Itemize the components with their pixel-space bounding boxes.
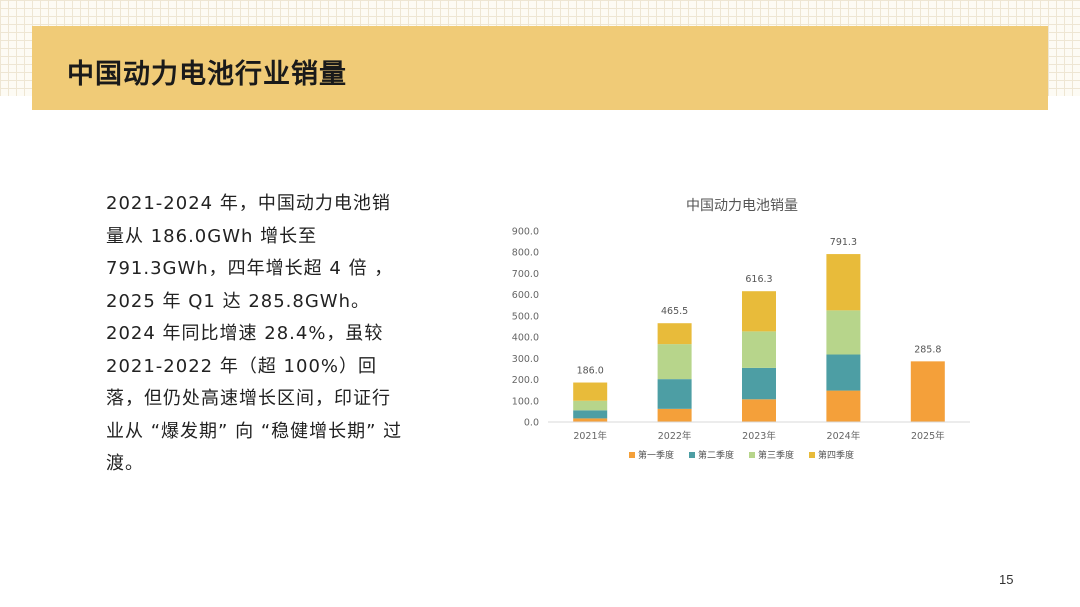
bar-segment — [573, 418, 608, 422]
total-data-label: 791.3 — [830, 237, 857, 248]
sales-chart: 中国动力电池销量 0.0 100.0 200.0 300.0 400.0 500.0 600… — [512, 198, 970, 461]
chart-legend: 第一季度 第二季度 第三季度 第四季度 — [629, 449, 854, 461]
bar-segment — [573, 382, 608, 401]
legend-label: 第一季度 — [638, 449, 674, 461]
total-data-label: 465.5 — [661, 306, 688, 317]
y-tick-label: 900.0 — [512, 227, 539, 238]
bar-segment — [826, 254, 861, 311]
legend-swatch — [809, 452, 815, 458]
total-data-label: 616.3 — [745, 274, 772, 285]
x-tick-label: 2021年 — [573, 430, 607, 442]
x-tick-label: 2024年 — [827, 430, 861, 442]
legend-swatch — [749, 452, 755, 458]
legend-label: 第三季度 — [758, 449, 794, 461]
bar-segment — [742, 331, 776, 368]
total-data-label: 285.8 — [914, 344, 941, 355]
x-tick-label: 2023年 — [742, 430, 776, 442]
y-tick-label: 500.0 — [512, 311, 539, 322]
x-axis: 2021年 2022年 2023年 2024年 2025年 — [548, 421, 970, 442]
y-tick-label: 600.0 — [512, 290, 539, 301]
bar-segment — [742, 399, 776, 422]
bar-segment — [573, 400, 608, 411]
x-tick-label: 2025年 — [911, 430, 945, 442]
y-tick-label: 700.0 — [512, 269, 539, 280]
bar-segment — [657, 408, 692, 422]
bar-segment — [573, 410, 608, 419]
legend-label: 第四季度 — [818, 449, 854, 461]
bar-segment — [657, 323, 692, 345]
body-paragraph: 2021-2024 年，中国动力电池销量从 186.0GWh 增长至 791.3… — [106, 193, 403, 474]
bar-segment — [742, 291, 776, 332]
y-tick-label: 200.0 — [512, 375, 539, 386]
y-axis: 0.0 100.0 200.0 300.0 400.0 500.0 600.0 700.0 80… — [512, 227, 539, 429]
title-bar — [32, 26, 1048, 110]
legend-swatch — [689, 452, 695, 458]
legend-label: 第二季度 — [698, 449, 734, 461]
y-tick-label: 800.0 — [512, 248, 539, 259]
y-tick-label: 100.0 — [512, 396, 539, 407]
total-data-label: 186.0 — [577, 366, 604, 377]
bar-segment — [826, 354, 861, 391]
bar-segment — [657, 379, 692, 409]
bar-segment — [742, 367, 776, 400]
bar-segment — [910, 361, 945, 422]
bar-segment — [657, 344, 692, 380]
bar-segment — [826, 310, 861, 355]
legend-swatch — [629, 452, 635, 458]
chart-bars: 186.0 465.5 616.3 791.3 285.8 — [573, 237, 945, 422]
y-tick-label: 400.0 — [512, 333, 539, 344]
y-tick-label: 0.0 — [524, 418, 539, 429]
y-tick-label: 300.0 — [512, 354, 539, 365]
slide-title: 中国动力电池行业销量 — [67, 59, 347, 90]
chart-title: 中国动力电池销量 — [686, 198, 798, 214]
page-number: 15 — [999, 572, 1014, 587]
bar-segment — [826, 390, 861, 422]
x-tick-label: 2022年 — [658, 430, 692, 442]
